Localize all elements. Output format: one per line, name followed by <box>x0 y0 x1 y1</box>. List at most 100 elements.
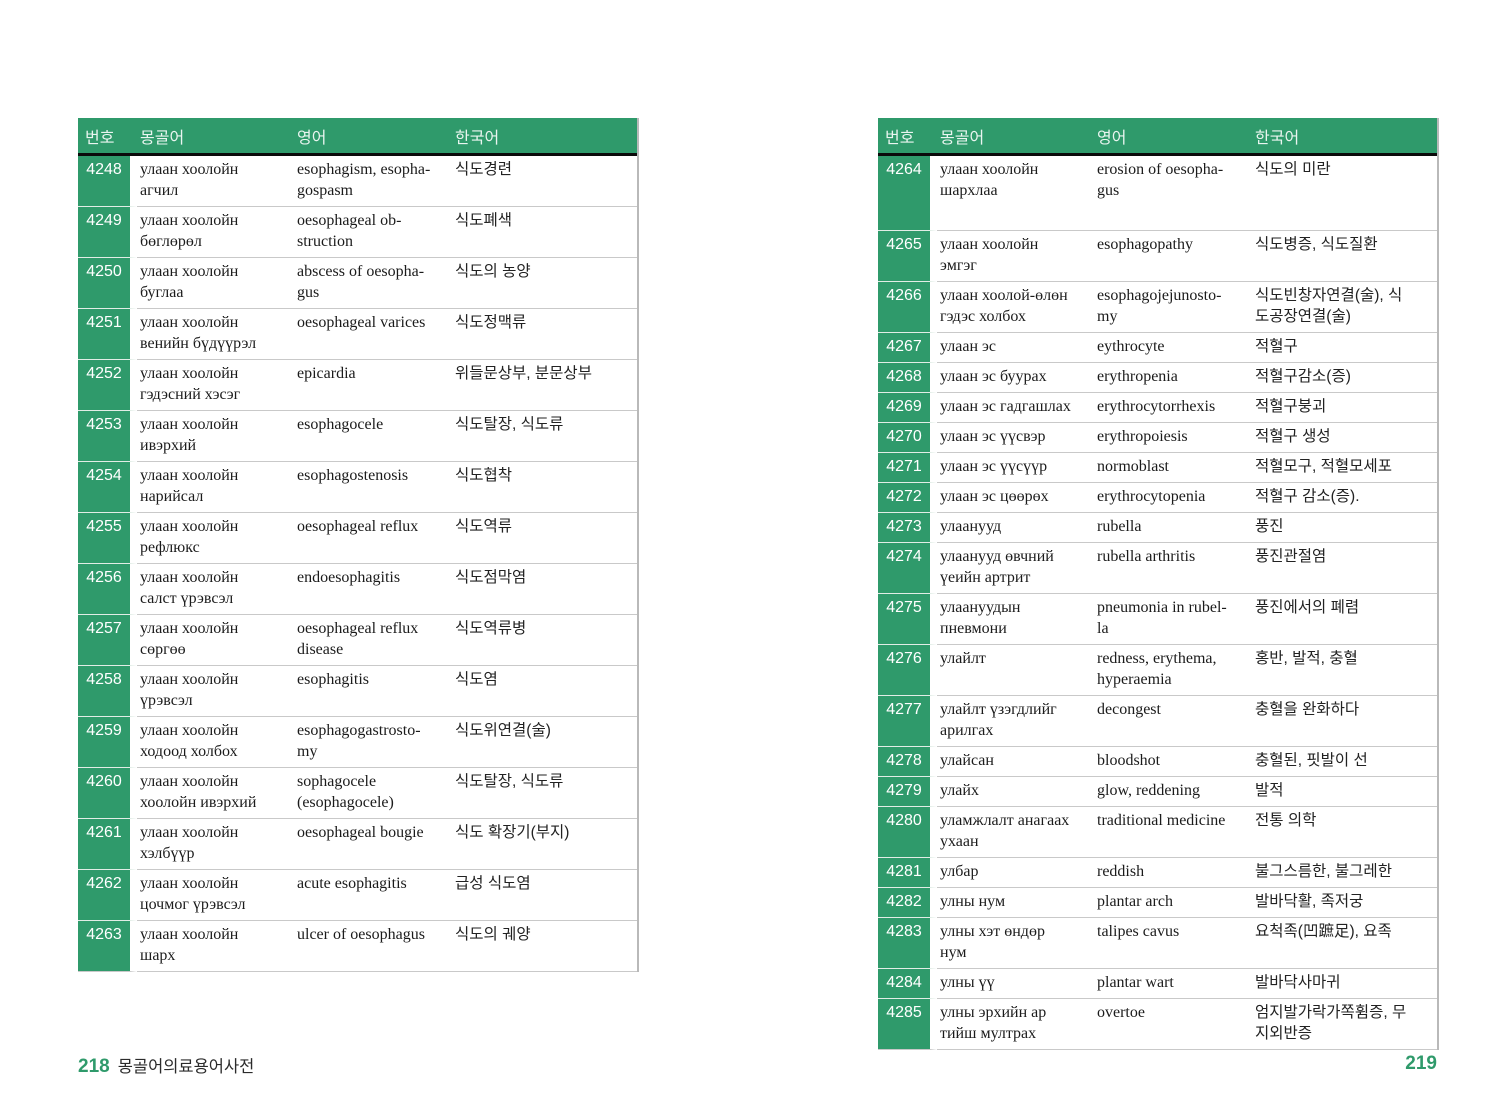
mongolian-cell: улаан эс <box>937 332 1094 362</box>
table-row: 4264 улаан хоолойн шархлаа erosion of oeso… <box>878 156 1437 230</box>
row-number-cell: 4253 <box>78 410 137 461</box>
row-number-cell: 4267 <box>878 332 937 362</box>
korean-cell: 식도 확장기(부지) <box>452 818 637 869</box>
table-row: 4280 уламжлалт анагаах ухаан traditional m… <box>878 806 1437 857</box>
mongolian-cell: улны хэт өндөр нум <box>937 917 1094 968</box>
column-header-mongolian: 몽골어 <box>137 118 294 156</box>
column-header-english: 영어 <box>1094 118 1252 156</box>
table-row: 4270 улаан эс үүсвэр erythropoiesis 적혈구 생성 <box>878 422 1437 452</box>
column-header-korean: 한국어 <box>1252 118 1437 156</box>
english-cell: plantar arch <box>1094 887 1252 917</box>
table-row: 4273 улаанууд rubella 풍진 <box>878 512 1437 542</box>
korean-cell: 적혈구 감소(증). <box>1252 482 1437 512</box>
mongolian-cell: улны үү <box>937 968 1094 998</box>
row-number-cell: 4263 <box>78 920 137 972</box>
table-row: 4258 улаан хоолойн үрэвсэл esophagitis 식도염 <box>78 665 637 716</box>
row-number-cell: 4283 <box>878 917 937 968</box>
table-row: 4278 улайсан bloodshot 충혈된, 핏발이 선 <box>878 746 1437 776</box>
mongolian-cell: улаан хоолойн шарх <box>137 920 294 972</box>
english-cell: esophagojejunosto- my <box>1094 281 1252 332</box>
table-row: 4265 улаан хоолойн эмгэг esophagopathy 식도병증… <box>878 230 1437 281</box>
english-cell: esophagism, esopha- gospasm <box>297 161 431 199</box>
mongolian-cell: улаан хоолойн хэлбүүр <box>137 818 294 869</box>
mongolian-cell: улаан хоолойн эмгэг <box>937 230 1094 281</box>
table-row: 4263 улаан хоолойн шарх ulcer of oesophagu… <box>78 920 637 972</box>
korean-cell: 적혈구감소(증) <box>1252 362 1437 392</box>
row-number-cell: 4256 <box>78 563 137 614</box>
row-number-cell: 4260 <box>78 767 137 818</box>
column-header-english: 영어 <box>294 118 452 156</box>
table-row: 4268 улаан эс буурах erythropenia 적혈구감소(증) <box>878 362 1437 392</box>
korean-cell: 충혈된, 핏발이 선 <box>1252 746 1437 776</box>
table-row: 4261 улаан хоолойн хэлбүүр oesophageal bou… <box>78 818 637 869</box>
korean-cell: 급성 식도염 <box>452 869 637 920</box>
table-header-row: 번호 몽골어 영어 한국어 <box>78 118 637 156</box>
row-number-cell: 4248 <box>78 156 137 206</box>
mongolian-cell: улаан хоолойн салст үрэвсэл <box>137 563 294 614</box>
mongolian-cell: улаан хоолойн агчил <box>140 161 239 199</box>
english-cell: normoblast <box>1094 452 1252 482</box>
table-header-row: 번호 몽골어 영어 한국어 <box>878 118 1437 156</box>
mongolian-cell: улны эрхийн ар тийш мултрах <box>937 998 1094 1050</box>
mongolian-cell: улаан хоолойн нарийсал <box>137 461 294 512</box>
mongolian-cell: улны нум <box>937 887 1094 917</box>
table-row: 4260 улаан хоолойн хоолойн ивэрхий sophago… <box>78 767 637 818</box>
right-table-body: 4264 улаан хоолойн шархлаа erosion of oeso… <box>878 156 1437 1050</box>
mongolian-cell: улайлт <box>937 644 1094 695</box>
row-number-cell: 4285 <box>878 998 937 1050</box>
left-dictionary-table: 번호 몽골어 영어 한국어 4248 улаан хоолойн агчил eso… <box>78 118 639 972</box>
english-cell: eythrocyte <box>1094 332 1252 362</box>
row-number-cell: 4271 <box>878 452 937 482</box>
table-row: 4276 улайлт redness, erythema, hyperaemia 홍… <box>878 644 1437 695</box>
row-number-cell: 4261 <box>78 818 137 869</box>
row-number-cell: 4266 <box>878 281 937 332</box>
korean-cell: 불그스름한, 불그레한 <box>1252 857 1437 887</box>
row-number-cell: 4269 <box>878 392 937 422</box>
mongolian-cell: улаан хоолойн буглаа <box>137 257 294 308</box>
mongolian-cell: улайх <box>937 776 1094 806</box>
english-cell: sophagocele (esophagocele) <box>294 767 452 818</box>
row-number-cell: 4272 <box>878 482 937 512</box>
english-cell: abscess of oesopha- gus <box>294 257 452 308</box>
korean-cell: 풍진에서의 폐렴 <box>1252 593 1437 644</box>
korean-cell: 위들문상부, 분문상부 <box>452 359 637 410</box>
korean-cell: 식도의 궤양 <box>452 920 637 972</box>
korean-cell: 식도폐색 <box>452 206 637 257</box>
mongolian-cell: улаан хоолойн шархлаа <box>940 161 1039 199</box>
mongolian-cell: улаан эс цөөрөх <box>937 482 1094 512</box>
korean-cell: 식도탈장, 식도류 <box>452 410 637 461</box>
row-number-cell: 4281 <box>878 857 937 887</box>
table-row: 4253 улаан хоолойн ивэрхий esophagocele 식도탈… <box>78 410 637 461</box>
row-number-cell: 4262 <box>78 869 137 920</box>
english-cell: esophagocele <box>294 410 452 461</box>
korean-cell: 식도병증, 식도질환 <box>1252 230 1437 281</box>
english-cell: glow, reddening <box>1094 776 1252 806</box>
table-row: 4274 улаанууд өвчний үеийн артрит rubella … <box>878 542 1437 593</box>
table-row: 4275 улаануудын пневмони pneumonia in rube… <box>878 593 1437 644</box>
table-row: 4281 улбар reddish 불그스름한, 불그레한 <box>878 857 1437 887</box>
english-cell: bloodshot <box>1094 746 1252 776</box>
korean-cell: 식도정맥류 <box>452 308 637 359</box>
table-row: 4285 улны эрхийн ар тийш мултрах overtoe 엄지… <box>878 998 1437 1050</box>
korean-cell: 식도점막염 <box>452 563 637 614</box>
table-row: 4254 улаан хоолойн нарийсал esophagostenos… <box>78 461 637 512</box>
english-cell: endoesophagitis <box>294 563 452 614</box>
english-cell: pneumonia in rubel- la <box>1094 593 1252 644</box>
english-cell: acute esophagitis <box>294 869 452 920</box>
korean-cell: 적혈구붕괴 <box>1252 392 1437 422</box>
table-row: 4259 улаан хоолойн ходоод холбох esophagog… <box>78 716 637 767</box>
row-number-cell: 4270 <box>878 422 937 452</box>
korean-cell: 적혈구 <box>1252 332 1437 362</box>
korean-cell: 식도위연결(술) <box>452 716 637 767</box>
english-cell: oesophageal bougie <box>294 818 452 869</box>
mongolian-cell: улаан эс үүсүүр <box>937 452 1094 482</box>
english-cell: esophagogastrosto- my <box>294 716 452 767</box>
table-row: 4267 улаан эс eythrocyte 적혈구 <box>878 332 1437 362</box>
mongolian-cell: улайлт үзэгдлийг арилгах <box>937 695 1094 746</box>
english-cell: esophagostenosis <box>294 461 452 512</box>
row-number-cell: 4254 <box>78 461 137 512</box>
row-number-cell: 4265 <box>878 230 937 281</box>
table-row: 4284 улны үү plantar wart 발바닥사마귀 <box>878 968 1437 998</box>
row-number-cell: 4282 <box>878 887 937 917</box>
